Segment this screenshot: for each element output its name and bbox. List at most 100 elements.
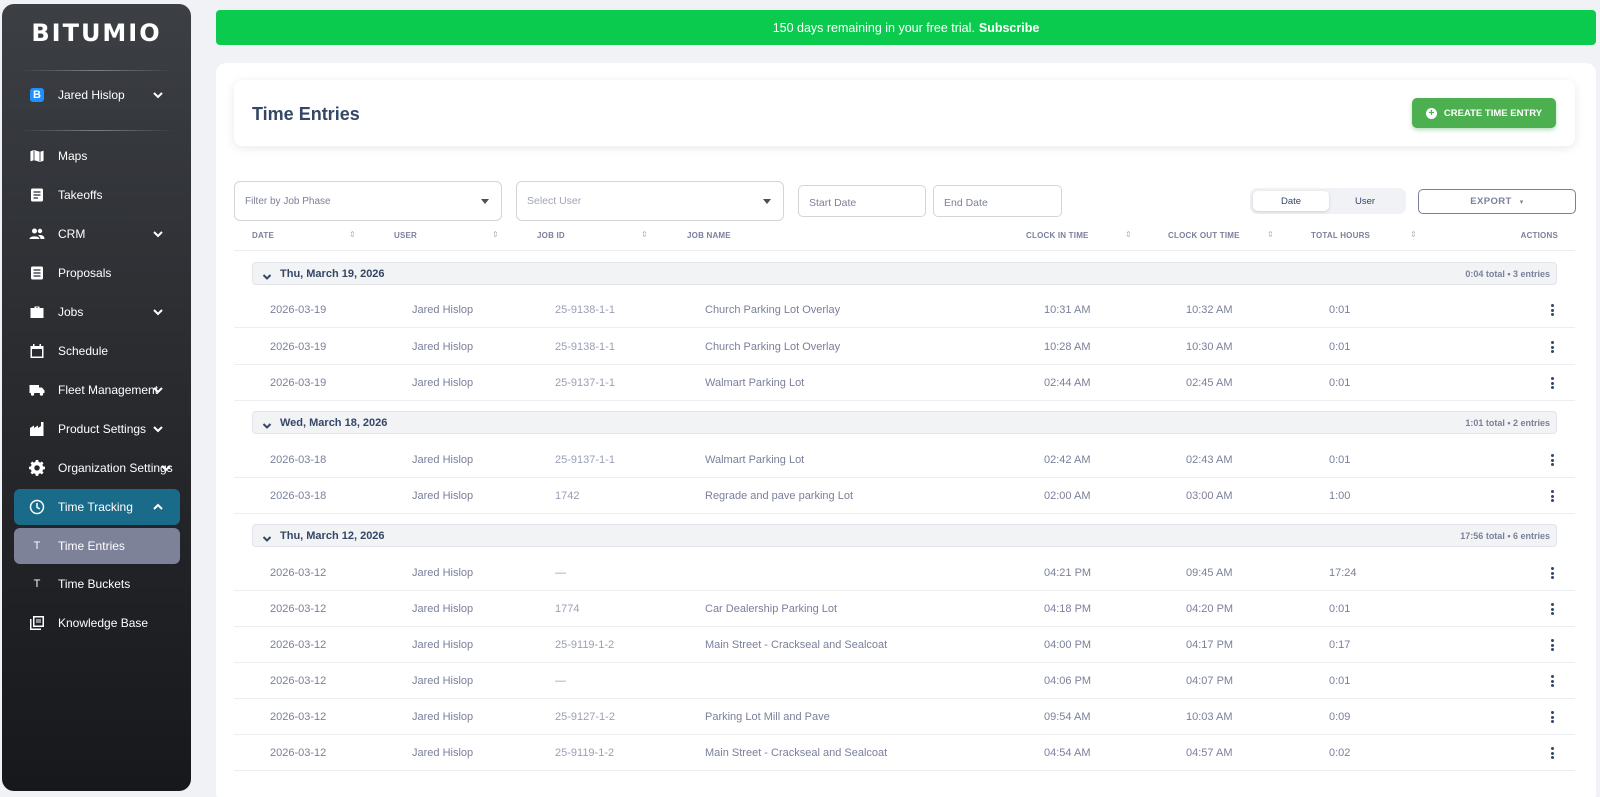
export-button[interactable]: EXPORT ▾ <box>1418 189 1576 214</box>
end-date-input[interactable]: End Date <box>933 185 1062 217</box>
sidebar-item-fleet-management[interactable]: Fleet Management <box>14 372 180 408</box>
chevron-down-icon <box>152 384 164 396</box>
sidebar-item-knowledge-base[interactable]: Knowledge Base <box>14 605 180 641</box>
sidebar-item-maps[interactable]: Maps <box>14 138 180 174</box>
sidebar-item-product-settings[interactable]: Product Settings <box>14 411 180 447</box>
cell-job-id: 25-9137-1-1 <box>555 454 615 466</box>
date-group-summary: 17:56 total • 6 entries <box>1460 531 1550 541</box>
sidebar-item-jobs[interactable]: Jobs <box>14 294 180 330</box>
cell-date: 2026-03-12 <box>270 639 327 651</box>
table-row[interactable]: 2026-03-12 Jared Hislop 25-9127-1-2 Parking… <box>234 699 1575 735</box>
date-group-header[interactable]: Thu, March 19, 2026 0:04 total • 3 entrie… <box>252 262 1557 285</box>
sort-icon[interactable]: ⇕ <box>1267 230 1274 239</box>
more-actions-icon[interactable] <box>1551 747 1555 761</box>
factory-icon <box>28 420 46 438</box>
dropdown-caret-icon <box>481 199 489 204</box>
brand-logo[interactable]: BITUMIO <box>31 19 162 47</box>
sidebar-item-organization-settings[interactable]: Organization Settings <box>14 450 180 486</box>
sidebar-subitem-time-entries[interactable]: T Time Entries <box>14 528 180 564</box>
sort-icon[interactable]: ⇕ <box>1125 230 1132 239</box>
sidebar-item-proposals[interactable]: Proposals <box>14 255 180 291</box>
cell-total-hours: 0:01 <box>1329 454 1351 466</box>
sidebar-item-time-tracking[interactable]: Time Tracking <box>14 489 180 525</box>
cell-clock-out: 10:03 AM <box>1186 711 1233 723</box>
sort-icon[interactable]: ⇕ <box>1410 230 1417 239</box>
cell-job-id: 1774 <box>555 603 580 615</box>
column-header-date[interactable]: DATE <box>252 231 274 240</box>
sidebar-item-label: Jobs <box>58 305 84 319</box>
table-row[interactable]: 2026-03-12 Jared Hislop — 04:06 PM 04:07 PM 0… <box>234 663 1575 699</box>
company-logo-icon: B <box>28 86 46 104</box>
date-group-header[interactable]: Wed, March 18, 2026 1:01 total • 2 entrie… <box>252 411 1557 434</box>
column-header-job-id[interactable]: JOB ID <box>537 231 565 240</box>
job-phase-filter-placeholder: Filter by Job Phase <box>245 195 331 207</box>
sidebar-subitem-letter: T <box>33 540 41 552</box>
column-header-clock-in[interactable]: CLOCK IN TIME <box>1026 231 1089 240</box>
more-actions-icon[interactable] <box>1551 377 1555 391</box>
cell-clock-in: 09:54 AM <box>1044 711 1091 723</box>
table-row[interactable]: 2026-03-19 Jared Hislop 25-9137-1-1 Walmart… <box>234 365 1575 401</box>
table-row[interactable]: 2026-03-12 Jared Hislop — 04:21 PM 09:45 AM 1… <box>234 555 1575 591</box>
more-actions-icon[interactable] <box>1551 490 1555 504</box>
sidebar-item-label: Organization Settings <box>58 461 173 475</box>
more-actions-icon[interactable] <box>1551 711 1555 725</box>
more-actions-icon[interactable] <box>1551 603 1555 617</box>
sidebar-item-label: Knowledge Base <box>58 616 149 630</box>
table-row[interactable]: 2026-03-12 Jared Hislop 25-9119-1-2 Main St… <box>234 627 1575 663</box>
plus-circle-icon: + <box>1425 107 1437 119</box>
chevron-down-icon <box>152 89 164 101</box>
column-header-total-hours[interactable]: TOTAL HOURS <box>1311 231 1371 240</box>
cell-job-name: Walmart Parking Lot <box>705 377 805 389</box>
sort-icon[interactable]: ⇕ <box>349 230 356 239</box>
briefcase-icon <box>28 303 46 321</box>
date-group-summary: 0:04 total • 3 entries <box>1465 269 1550 279</box>
chevron-down-icon[interactable] <box>262 269 272 280</box>
job-phase-filter[interactable]: Filter by Job Phase <box>234 181 502 221</box>
group-by-user-option[interactable]: User <box>1354 195 1376 207</box>
column-header-clock-out[interactable]: CLOCK OUT TIME <box>1168 231 1240 240</box>
create-time-entry-button[interactable]: + CREATE TIME ENTRY <box>1412 98 1556 128</box>
table-row[interactable]: 2026-03-12 Jared Hislop 1774 Car Dealership… <box>234 591 1575 627</box>
user-select[interactable]: Select User <box>516 181 784 221</box>
sidebar-item-takeoffs[interactable]: Takeoffs <box>14 177 180 213</box>
chevron-down-icon[interactable] <box>262 531 272 542</box>
subscribe-link[interactable]: Subscribe <box>978 20 1040 35</box>
start-date-input[interactable]: Start Date <box>798 185 926 217</box>
more-actions-icon[interactable] <box>1551 304 1555 318</box>
cell-job-id: 25-9137-1-1 <box>555 377 615 389</box>
cell-date: 2026-03-12 <box>270 747 327 759</box>
cell-job-name: Church Parking Lot Overlay <box>705 341 841 353</box>
cell-job-name: Main Street - Crackseal and Sealcoat <box>705 639 888 651</box>
table-row[interactable]: 2026-03-12 Jared Hislop 25-9119-1-2 Main St… <box>234 735 1575 771</box>
more-actions-icon[interactable] <box>1551 341 1555 355</box>
cell-job-id: — <box>555 675 566 687</box>
cell-clock-out: 09:45 AM <box>1186 567 1233 579</box>
column-header-user[interactable]: USER <box>394 231 418 240</box>
sort-icon[interactable]: ⇕ <box>492 230 499 239</box>
cell-date: 2026-03-18 <box>270 490 327 502</box>
cell-total-hours: 0:01 <box>1329 341 1351 353</box>
chevron-down-icon[interactable] <box>262 418 272 429</box>
more-actions-icon[interactable] <box>1551 639 1555 653</box>
table-row[interactable]: 2026-03-19 Jared Hislop 25-9138-1-1 Church … <box>234 329 1575 365</box>
sidebar-user-menu[interactable]: B Jared Hislop <box>14 77 180 113</box>
truck-icon <box>28 381 46 399</box>
cell-job-name: Church Parking Lot Overlay <box>705 304 841 316</box>
table-row[interactable]: 2026-03-18 Jared Hislop 25-9137-1-1 Walmart… <box>234 442 1575 478</box>
cell-user: Jared Hislop <box>412 304 474 316</box>
library-icon <box>28 614 46 632</box>
more-actions-icon[interactable] <box>1551 454 1555 468</box>
column-header-actions: ACTIONS <box>1520 231 1558 240</box>
sort-icon[interactable]: ⇕ <box>641 230 648 239</box>
sidebar-item-crm[interactable]: CRM <box>14 216 180 252</box>
group-by-date-option[interactable]: Date <box>1253 191 1329 211</box>
more-actions-icon[interactable] <box>1551 567 1555 581</box>
more-actions-icon[interactable] <box>1551 675 1555 689</box>
sidebar-item-schedule[interactable]: Schedule <box>14 333 180 369</box>
sidebar-subitem-time-buckets[interactable]: T Time Buckets <box>14 566 180 602</box>
header-divider <box>234 250 1575 251</box>
cell-clock-in: 02:00 AM <box>1044 490 1091 502</box>
table-row[interactable]: 2026-03-19 Jared Hislop 25-9138-1-1 Church … <box>234 292 1575 328</box>
table-row[interactable]: 2026-03-18 Jared Hislop 1742 Regrade and pa… <box>234 478 1575 514</box>
date-group-header[interactable]: Thu, March 12, 2026 17:56 total • 6 entri… <box>252 524 1557 547</box>
